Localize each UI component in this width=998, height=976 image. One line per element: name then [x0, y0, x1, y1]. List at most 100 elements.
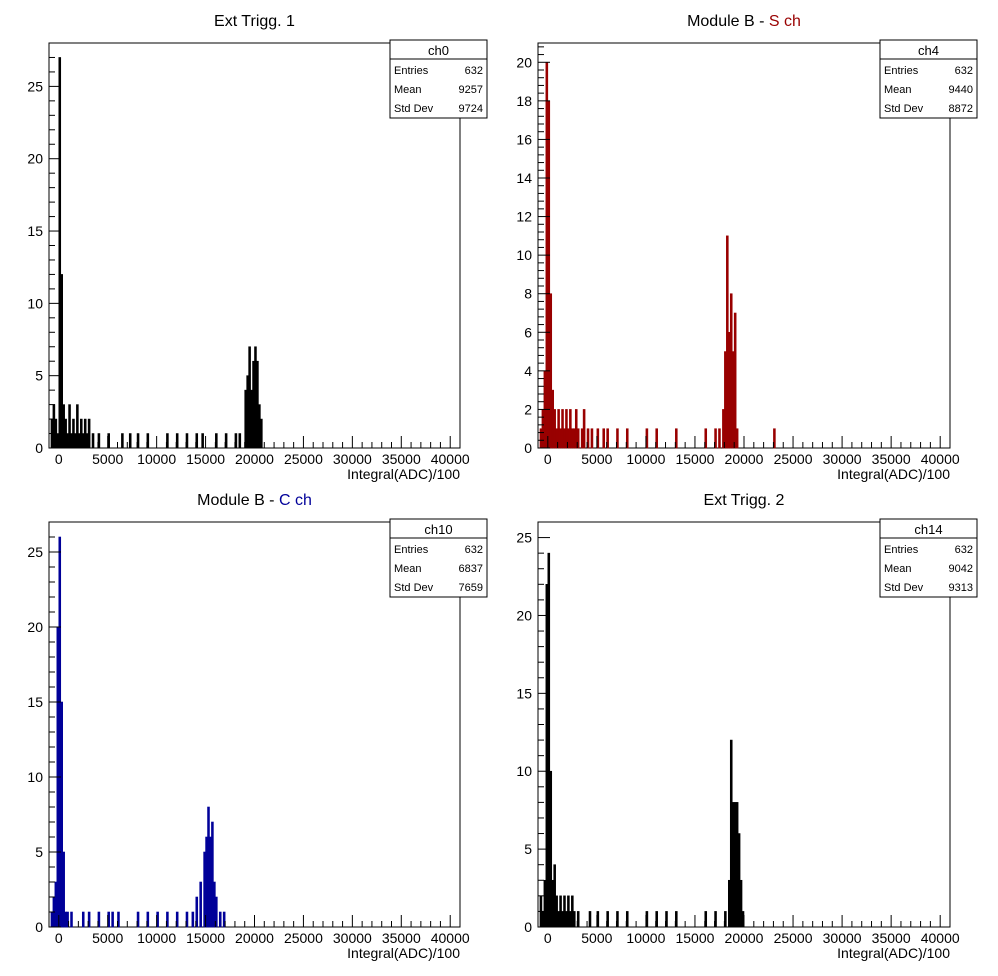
y-tick-label: 0	[35, 919, 43, 935]
histogram-bin	[576, 911, 580, 928]
histogram-bin	[625, 911, 629, 928]
histogram-bin	[185, 433, 189, 449]
histogram-bin	[606, 911, 609, 928]
x-axis-label: Integral(ADC)/100	[837, 466, 950, 482]
y-tick-label: 4	[524, 363, 532, 379]
x-tick-label: 35000	[382, 930, 421, 946]
panel-title: Module B - S ch	[687, 13, 801, 30]
histogram-bin	[222, 911, 226, 928]
histogram-bin	[60, 701, 64, 928]
histogram-bin	[625, 428, 629, 449]
histogram-bin	[166, 911, 169, 928]
histogram-bin	[195, 896, 199, 928]
x-tick-label: 40000	[431, 930, 470, 946]
y-tick-label: 20	[516, 607, 532, 623]
x-axis-label: Integral(ADC)/100	[347, 945, 460, 961]
stats-label: Std Dev	[884, 582, 924, 594]
histogram-bin	[655, 428, 658, 449]
x-tick-label: 5000	[92, 930, 123, 946]
histogram-bin	[121, 433, 124, 449]
x-tick-label: 25000	[774, 451, 813, 467]
y-tick-label: 5	[35, 844, 43, 860]
histogram-bin	[655, 911, 658, 928]
stats-box	[389, 518, 488, 598]
y-tick-label: 0	[524, 440, 532, 456]
x-tick-label: 40000	[431, 451, 470, 467]
title-part: Module B -	[197, 492, 279, 509]
histogram-panel-4: 0 5000 10000 15000 20000 25000 30000 35000 40000…	[516, 492, 978, 961]
stats-value: 6837	[459, 563, 483, 575]
stats-label: Mean	[884, 563, 912, 575]
x-tick-label: 30000	[333, 930, 372, 946]
x-tick-label: 25000	[284, 930, 323, 946]
x-tick-label: 20000	[725, 930, 764, 946]
stats-value: 9257	[459, 84, 483, 96]
x-tick-label: 15000	[675, 451, 714, 467]
histogram-bin	[136, 433, 140, 449]
histogram-bin	[675, 911, 678, 928]
y-tick-label: 10	[27, 295, 43, 311]
x-tick-label: 25000	[284, 451, 323, 467]
x-tick-label: 15000	[186, 930, 225, 946]
y-tick-label: 2	[524, 401, 532, 417]
histogram-bin	[185, 911, 189, 928]
title-part: Ext Trigg. 2	[704, 492, 785, 509]
histogram-bin	[260, 418, 263, 449]
y-tick-label: 25	[27, 78, 43, 94]
histogram-bin	[616, 911, 619, 928]
y-tick-label: 18	[516, 93, 532, 109]
histogram-bin	[218, 911, 222, 928]
x-tick-label: 30000	[333, 451, 372, 467]
histogram-bin	[70, 911, 73, 928]
x-tick-label: 10000	[137, 930, 176, 946]
histogram-bin	[68, 404, 71, 449]
x-tick-label: 5000	[92, 451, 123, 467]
histogram-panel-3: 0 5000 10000 15000 20000 25000 30000 35000 40000…	[27, 492, 488, 961]
histogram-bin	[66, 911, 69, 928]
y-tick-label: 8	[524, 286, 532, 302]
stats-value: 9724	[459, 103, 483, 115]
stats-value: 632	[955, 544, 973, 556]
histogram-bin	[128, 433, 132, 449]
histogram-bin	[111, 911, 114, 928]
histogram-bin	[76, 404, 79, 449]
histogram-bin	[62, 851, 65, 928]
histogram-bin	[215, 896, 218, 928]
histogram-bin	[60, 274, 64, 449]
stats-label: Entries	[394, 65, 429, 77]
x-tick-label: 10000	[137, 451, 176, 467]
stats-box	[879, 39, 978, 119]
stats-label: Entries	[884, 65, 919, 77]
x-tick-label: 40000	[921, 451, 960, 467]
stats-label: Std Dev	[394, 103, 434, 115]
stats-value: 7659	[459, 582, 483, 594]
stats-value: 9440	[949, 84, 973, 96]
histogram-bin	[733, 312, 737, 449]
histogram-bin	[175, 911, 179, 928]
y-tick-label: 6	[524, 324, 532, 340]
y-tick-label: 0	[35, 440, 43, 456]
stats-name: ch4	[918, 43, 939, 58]
histogram-bin	[704, 428, 708, 449]
histogram-bin	[718, 428, 721, 449]
x-tick-label: 5000	[581, 930, 612, 946]
histogram-bin	[773, 428, 776, 449]
x-tick-label: 35000	[872, 451, 911, 467]
stats-value: 632	[955, 65, 973, 77]
histogram-bin	[201, 433, 204, 449]
y-tick-label: 25	[27, 544, 43, 560]
stats-box	[389, 39, 488, 119]
histogram-bin	[582, 409, 586, 449]
histogram-bin	[97, 911, 101, 928]
x-axis-label: Integral(ADC)/100	[837, 945, 950, 961]
y-tick-label: 12	[516, 209, 532, 225]
x-tick-label: 0	[55, 930, 63, 946]
x-tick-label: 35000	[382, 451, 421, 467]
x-tick-label: 0	[544, 451, 552, 467]
y-tick-label: 15	[27, 694, 43, 710]
stats-box	[879, 518, 978, 598]
y-tick-label: 15	[27, 223, 43, 239]
histogram-bin	[739, 879, 743, 928]
stats-value: 8872	[949, 103, 973, 115]
histogram-bin	[191, 911, 195, 928]
